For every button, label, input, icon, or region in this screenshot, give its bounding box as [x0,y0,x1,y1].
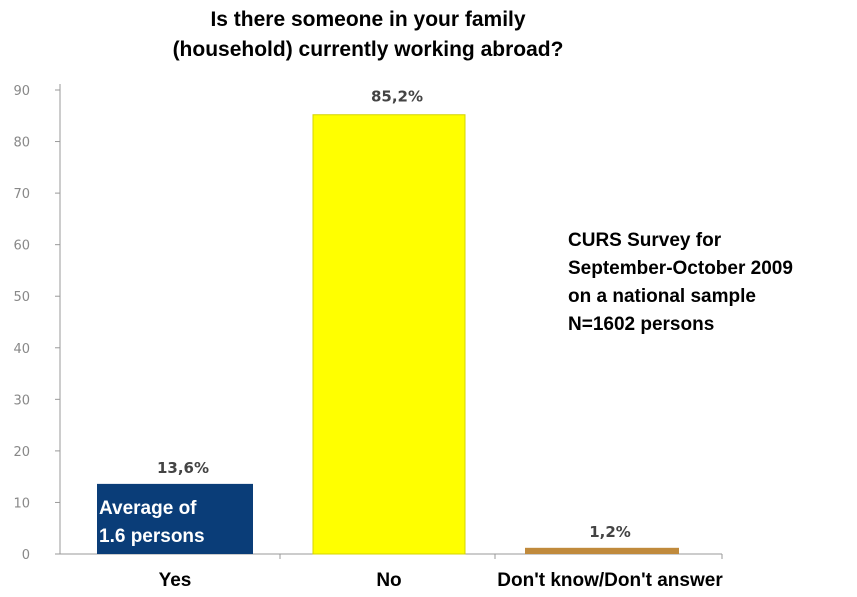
y-tick-label: 90 [13,84,30,99]
category-labels: Yes No Don't know/Don't answer [159,570,724,591]
y-tick-label: 0 [22,548,30,563]
category-label: No [376,570,401,591]
yes-bar-note-line-2: 1.6 persons [99,526,205,547]
y-tick-label: 10 [13,496,30,511]
yes-bar-note-line-1: Average of [99,498,197,519]
data-label: 1,2% [589,523,631,541]
yes-bar-note: Average of 1.6 persons [99,498,205,547]
y-tick-label: 70 [13,187,30,202]
survey-note: CURS Survey for September-October 2009 o… [568,230,793,335]
y-tick-label: 50 [13,290,30,305]
data-label: 13,6% [157,459,209,477]
survey-note-line-2: September-October 2009 [568,258,793,279]
data-labels: 13,6% 85,2% 1,2% [157,88,631,541]
survey-note-line-3: on a national sample [568,286,756,307]
chart-title: Is there someone in your family (househo… [173,8,564,61]
annotations: CURS Survey for September-October 2009 o… [99,230,793,547]
y-axis-ticks: 0 10 20 30 40 50 60 70 80 90 [13,84,60,563]
y-tick-label: 20 [13,445,30,460]
y-tick-label: 40 [13,342,30,357]
category-label: Don't know/Don't answer [497,570,723,591]
bar-don-t-know-don-t-answer [525,547,679,554]
bars [97,114,679,555]
category-label: Yes [159,570,192,591]
y-tick-label: 30 [13,393,30,408]
y-tick-label: 60 [13,239,30,254]
y-tick-label: 80 [13,136,30,151]
bar-yes [97,483,253,554]
chart-title-line-2: (household) currently working abroad? [173,38,564,61]
survey-note-line-4: N=1602 persons [568,314,714,335]
survey-note-line-1: CURS Survey for [568,230,722,251]
chart-title-line-1: Is there someone in your family [210,8,525,31]
bar-no [312,114,466,555]
data-label: 85,2% [371,88,423,106]
